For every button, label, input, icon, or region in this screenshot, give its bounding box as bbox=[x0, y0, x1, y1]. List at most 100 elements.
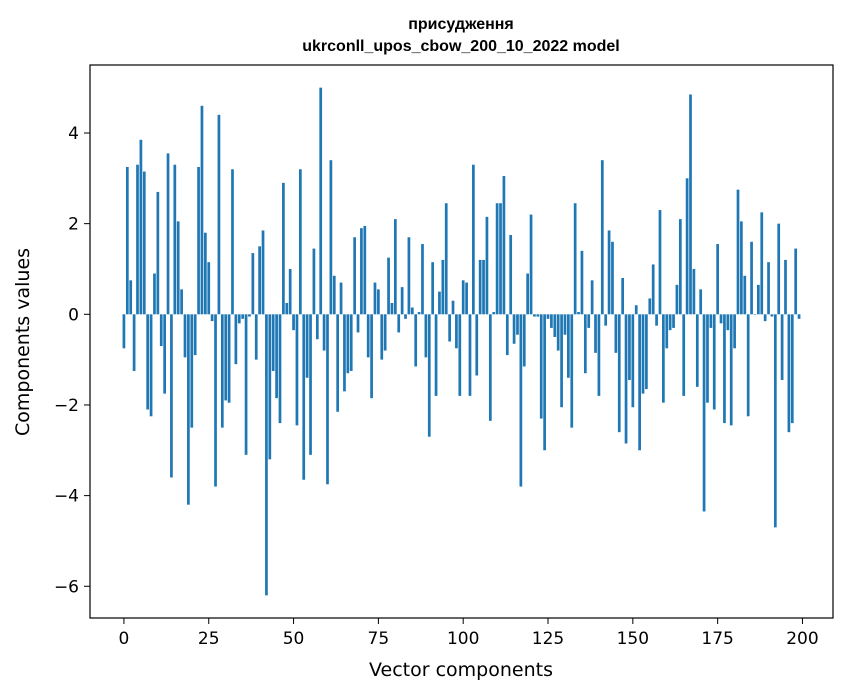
bar bbox=[326, 314, 329, 485]
bar bbox=[550, 314, 553, 328]
bar bbox=[597, 314, 601, 396]
bar bbox=[753, 314, 757, 315]
bar bbox=[628, 314, 631, 381]
bar bbox=[441, 259, 445, 315]
x-tick-label: 175 bbox=[701, 629, 733, 649]
bar bbox=[258, 246, 261, 315]
bar bbox=[298, 169, 302, 315]
bar bbox=[733, 314, 736, 349]
bar bbox=[410, 307, 414, 315]
bar bbox=[183, 314, 187, 358]
bar bbox=[502, 176, 506, 315]
bar bbox=[634, 305, 638, 315]
bar bbox=[434, 314, 438, 396]
bar bbox=[499, 203, 502, 315]
bar bbox=[377, 289, 380, 315]
bar bbox=[719, 314, 723, 324]
bar bbox=[146, 314, 150, 410]
bar bbox=[373, 282, 377, 315]
bar bbox=[746, 314, 750, 417]
bar bbox=[285, 302, 289, 315]
bar bbox=[149, 314, 153, 417]
bar bbox=[417, 312, 421, 315]
bar bbox=[125, 166, 129, 315]
x-axis-ticks: 0 25 50 75 100 125 150 175 200 bbox=[119, 618, 819, 649]
bar bbox=[438, 291, 441, 315]
bar bbox=[309, 314, 312, 455]
bar bbox=[122, 314, 126, 349]
bar bbox=[526, 273, 530, 315]
bar bbox=[522, 314, 526, 367]
x-tick-label: 100 bbox=[447, 629, 479, 649]
bar bbox=[404, 314, 407, 319]
bar bbox=[275, 314, 278, 399]
bar bbox=[624, 314, 628, 444]
bar bbox=[244, 314, 248, 455]
bar bbox=[539, 314, 543, 419]
bar bbox=[390, 302, 394, 315]
bar bbox=[241, 314, 245, 319]
bar bbox=[767, 262, 770, 315]
bar bbox=[641, 314, 645, 394]
bar bbox=[662, 314, 665, 403]
bar bbox=[563, 314, 567, 335]
bar bbox=[458, 314, 462, 396]
y-tick-label: −2 bbox=[54, 396, 79, 416]
bar bbox=[451, 300, 455, 315]
bar bbox=[692, 268, 696, 315]
bar bbox=[339, 282, 343, 315]
y-axis-ticks: −6 −4 −2 0 2 4 bbox=[54, 124, 90, 597]
x-tick-label: 125 bbox=[532, 629, 564, 649]
bar bbox=[709, 314, 713, 328]
bar bbox=[651, 264, 655, 315]
bar bbox=[397, 314, 401, 333]
bar bbox=[475, 314, 479, 376]
bar bbox=[706, 314, 709, 403]
bar bbox=[638, 314, 641, 451]
bar bbox=[536, 314, 540, 317]
bar bbox=[302, 314, 306, 480]
bar bbox=[210, 314, 214, 322]
bar bbox=[248, 314, 251, 317]
bar bbox=[180, 289, 183, 315]
bar bbox=[757, 284, 760, 315]
bar bbox=[329, 160, 333, 315]
bar bbox=[553, 314, 557, 337]
bar bbox=[176, 221, 180, 315]
bar bbox=[617, 314, 621, 433]
bar bbox=[193, 314, 197, 356]
bar bbox=[465, 282, 468, 315]
bar bbox=[556, 314, 560, 351]
bar bbox=[495, 203, 499, 315]
bar bbox=[414, 314, 418, 367]
bar bbox=[217, 114, 221, 315]
bar bbox=[237, 314, 241, 324]
bar bbox=[695, 314, 699, 387]
bar bbox=[790, 314, 794, 424]
bar bbox=[516, 314, 519, 335]
bar bbox=[509, 234, 513, 315]
bar bbox=[356, 314, 360, 333]
bar bbox=[611, 241, 614, 315]
bar bbox=[797, 314, 801, 319]
bar bbox=[190, 314, 194, 428]
bar bbox=[543, 314, 546, 451]
bar bbox=[163, 314, 166, 394]
bar bbox=[346, 314, 350, 374]
bar bbox=[455, 314, 458, 349]
bar bbox=[594, 314, 597, 353]
bar bbox=[770, 314, 774, 317]
bar bbox=[139, 139, 143, 315]
bar bbox=[132, 314, 136, 371]
bar bbox=[349, 314, 353, 371]
bar bbox=[665, 314, 669, 349]
bar bbox=[580, 250, 584, 315]
bar bbox=[488, 314, 492, 421]
bar bbox=[224, 314, 228, 401]
bar bbox=[777, 223, 781, 315]
y-tick-label: −4 bbox=[54, 487, 79, 507]
bar bbox=[322, 314, 326, 351]
bar bbox=[485, 216, 489, 315]
